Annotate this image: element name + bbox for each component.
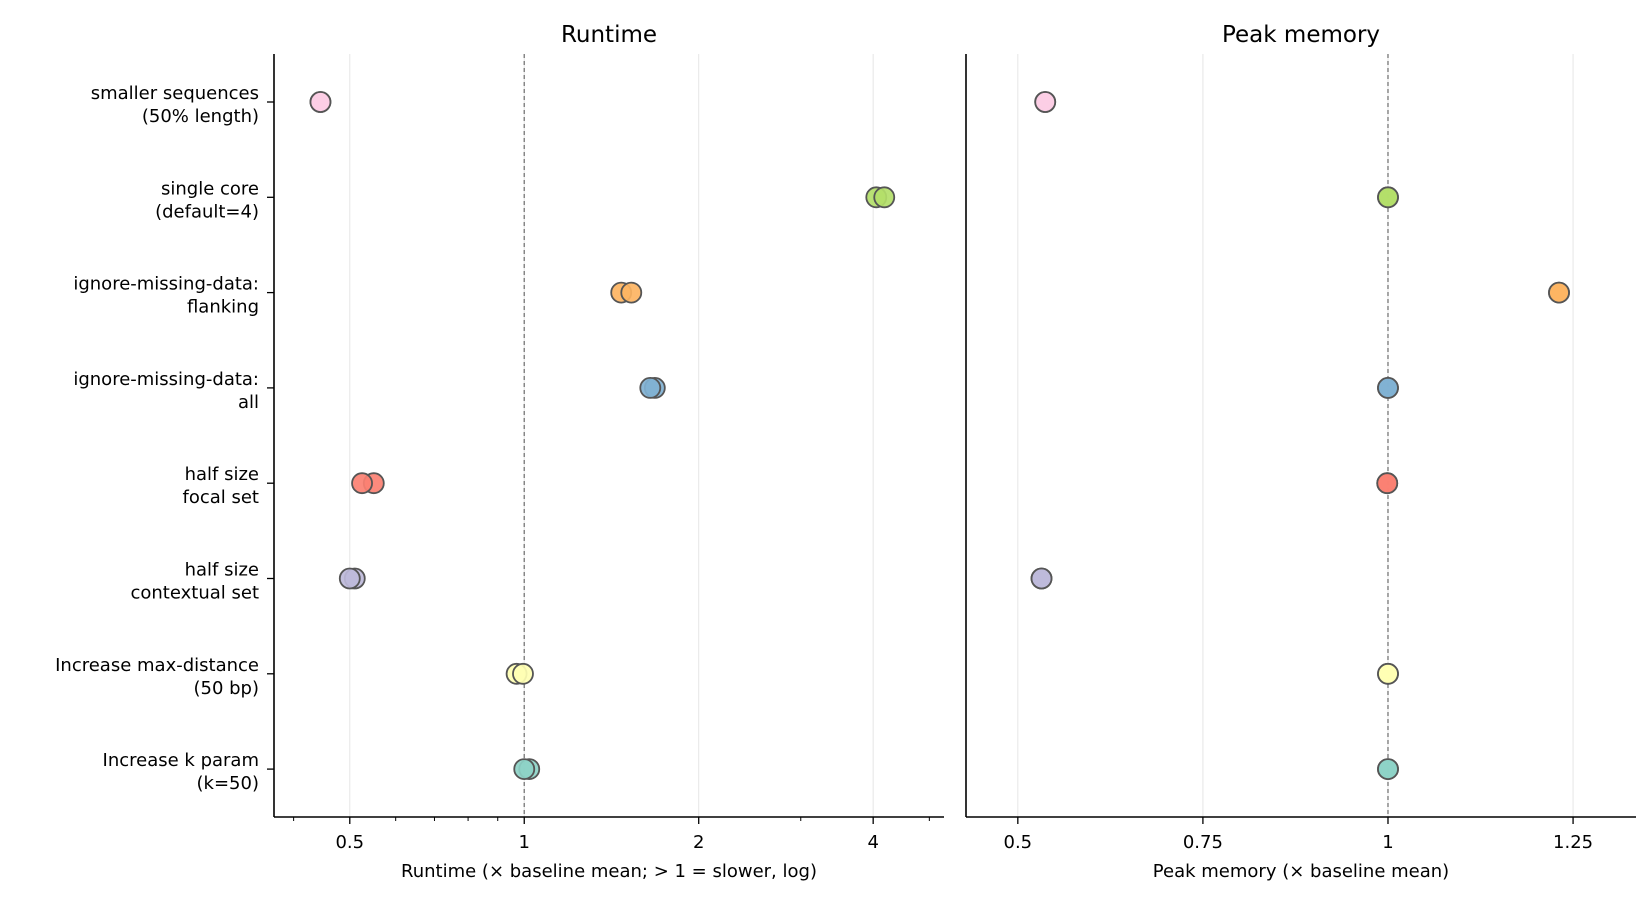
data-point-single-core bbox=[1377, 186, 1399, 209]
data-point-half-size bbox=[1376, 472, 1399, 495]
category-label: Increase k param (k=50) bbox=[103, 750, 259, 794]
panel-title: Runtime bbox=[561, 22, 657, 48]
data-point-increase-k-param bbox=[513, 758, 536, 780]
category-label-line: (k=50) bbox=[197, 773, 259, 794]
category-label: ignore-missing-data: all bbox=[73, 369, 259, 413]
data-point-increase-k-param bbox=[1377, 758, 1399, 780]
category-label-line: ignore-missing-data: bbox=[73, 274, 259, 295]
category-label-line: half size bbox=[185, 560, 259, 581]
data-point-smaller-sequences bbox=[1034, 91, 1057, 113]
category-label-line: Increase k param bbox=[103, 750, 259, 771]
data-point-single-core bbox=[873, 186, 896, 209]
category-label: single core (default=4) bbox=[155, 178, 259, 222]
x-tick-label: 0.75 bbox=[1183, 832, 1223, 853]
category-label-line: smaller sequences bbox=[91, 83, 259, 104]
x-tick-label: 4 bbox=[867, 832, 878, 853]
data-point-smaller-sequences bbox=[309, 91, 332, 113]
x-axis-label: Peak memory (× baseline mean) bbox=[1153, 861, 1449, 882]
category-label-line: single core bbox=[161, 178, 259, 199]
category-label-line: (50% length) bbox=[142, 106, 259, 127]
x-tick-label: 2 bbox=[693, 832, 704, 853]
panel-runtime: 0.5 1 2 4 Runtime Runtime (× baseline mean; >… bbox=[55, 22, 944, 882]
category-label-line: focal set bbox=[182, 487, 259, 508]
panel-title: Peak memory bbox=[1222, 22, 1380, 48]
category-label-line: (default=4) bbox=[155, 201, 259, 222]
x-tick-label: 1.25 bbox=[1553, 832, 1593, 853]
data-point-ignore-missing-data bbox=[620, 281, 643, 304]
data-point-ignore-missing-data bbox=[1377, 376, 1399, 399]
x-tick-label: 0.5 bbox=[335, 832, 364, 853]
category-label-line: flanking bbox=[187, 297, 259, 318]
category-label-line: half size bbox=[185, 464, 259, 485]
category-label: ignore-missing-data: flanking bbox=[73, 274, 259, 318]
x-tick-label: 0.5 bbox=[1004, 832, 1033, 853]
category-label-line: Increase max-distance bbox=[55, 655, 259, 676]
x-tick-label: 1 bbox=[1382, 832, 1393, 853]
panel-memory: 0.5 0.75 1 1.25 Peak memory Peak memory (× ba… bbox=[965, 22, 1636, 882]
category-label-line: ignore-missing-data: bbox=[73, 369, 259, 390]
category-label: Increase max-distance (50 bp) bbox=[55, 655, 259, 699]
category-label-line: contextual set bbox=[130, 583, 259, 604]
data-point-half-size bbox=[351, 472, 373, 495]
category-label: half size contextual set bbox=[130, 560, 259, 604]
category-label-line: (50 bp) bbox=[193, 678, 259, 699]
data-point-increase-max-distance bbox=[512, 662, 534, 685]
data-point-increase-max-distance bbox=[1377, 662, 1399, 685]
x-tick-label: 1 bbox=[519, 832, 530, 853]
data-point-half-size bbox=[338, 567, 361, 590]
data-point-half-size bbox=[1030, 567, 1053, 590]
category-label-line: all bbox=[238, 392, 259, 413]
category-label: half size focal set bbox=[182, 464, 259, 508]
data-point-ignore-missing-data bbox=[639, 376, 662, 399]
x-axis-label: Runtime (× baseline mean; > 1 = slower, … bbox=[401, 861, 817, 882]
data-point-ignore-missing-data bbox=[1548, 281, 1570, 304]
category-label: smaller sequences (50% length) bbox=[91, 83, 259, 127]
